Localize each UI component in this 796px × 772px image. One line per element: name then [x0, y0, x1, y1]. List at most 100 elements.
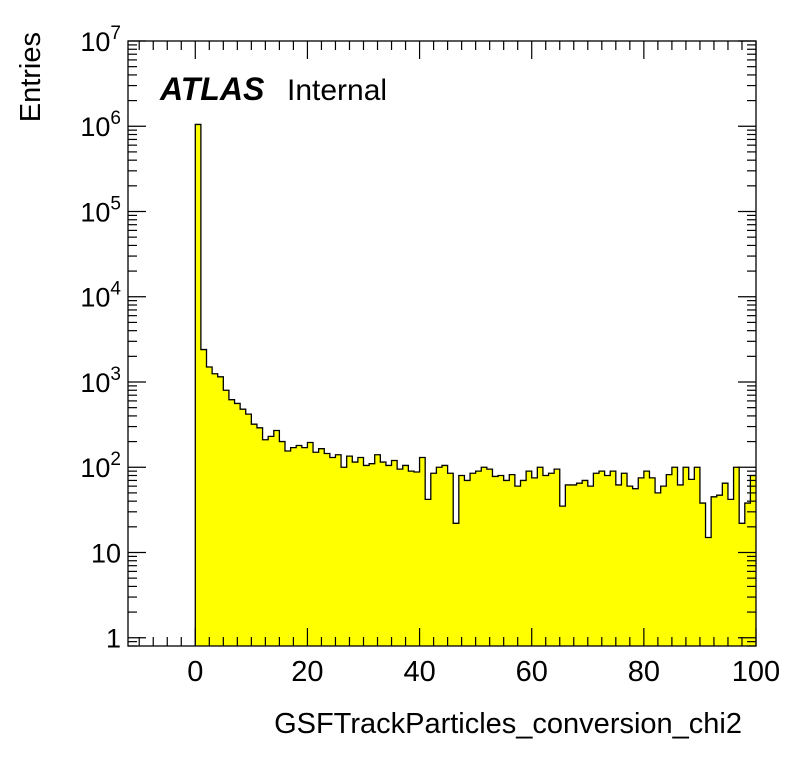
- histogram-bar: [554, 469, 561, 646]
- histogram-bar: [307, 442, 314, 646]
- atlas-label: ATLAS: [159, 71, 265, 107]
- histogram-bar: [621, 473, 628, 646]
- histogram-bar: [436, 467, 443, 646]
- histogram-bar: [514, 486, 521, 646]
- histogram-bar: [419, 457, 426, 646]
- histogram-bar: [537, 467, 544, 646]
- histogram-bar: [341, 467, 348, 646]
- histogram-bar: [559, 506, 566, 646]
- histogram-bar: [273, 430, 280, 646]
- histogram-bar: [733, 467, 740, 646]
- histogram-bar: [352, 462, 359, 646]
- histogram-bar: [677, 484, 684, 646]
- histogram-bar: [688, 479, 695, 646]
- y-tick-label: 107: [80, 23, 121, 57]
- histogram-bar: [542, 475, 549, 646]
- histogram-bar: [425, 499, 432, 646]
- histogram-bar: [279, 441, 286, 646]
- histogram-bar: [615, 484, 622, 646]
- histogram-bar: [329, 457, 336, 646]
- plot-frame: [127, 40, 757, 647]
- x-tick-label: 20: [291, 656, 323, 688]
- histogram-bar: [744, 503, 751, 646]
- histogram-bar: [290, 447, 297, 646]
- histogram-bar: [385, 465, 392, 646]
- histogram-bar: [262, 439, 269, 646]
- histogram-bar: [593, 473, 600, 646]
- histogram-bar: [200, 349, 207, 646]
- histogram-bar: [655, 492, 662, 646]
- histogram-bar: [509, 474, 516, 646]
- histogram-bar: [599, 471, 605, 646]
- histogram-bar: [570, 484, 577, 646]
- axis-ticks: [128, 40, 757, 647]
- histogram-bar: [447, 473, 454, 646]
- status-label: Internal: [287, 74, 387, 107]
- histogram-outline: [194, 123, 756, 646]
- histogram-bar: [492, 476, 499, 646]
- histogram-bar: [217, 376, 224, 646]
- histogram-bar: [391, 460, 398, 646]
- histogram-bar: [705, 537, 712, 646]
- histogram-bar: [357, 457, 364, 646]
- histogram-bar: [632, 488, 639, 646]
- histogram-bar: [346, 456, 353, 646]
- histogram-bar: [296, 445, 303, 646]
- histogram-bar: [582, 480, 589, 646]
- histogram-bar: [576, 483, 583, 646]
- histogram-bar: [240, 409, 247, 646]
- x-tick-label: 0: [187, 656, 203, 688]
- histogram-bar: [223, 390, 230, 646]
- histogram-bar: [699, 503, 706, 646]
- histogram-bar: [531, 477, 538, 646]
- histogram-bar: [464, 480, 471, 646]
- histogram-bar: [369, 463, 376, 646]
- histogram-bar: [727, 499, 734, 646]
- histogram-bar: [649, 477, 656, 646]
- histogram-bars: [194, 123, 757, 646]
- histogram-bar: [374, 454, 381, 646]
- histogram-bar: [256, 427, 263, 646]
- histogram-bar: [526, 471, 533, 646]
- histogram-bar: [470, 473, 476, 646]
- x-tick-label: 40: [403, 656, 435, 688]
- histogram-bar: [716, 495, 723, 646]
- histogram-bar: [520, 480, 527, 646]
- y-tick-label: 106: [80, 108, 121, 142]
- histogram-bar: [335, 454, 342, 646]
- histogram-bar: [604, 475, 611, 646]
- histogram-bar: [234, 403, 241, 646]
- plot-border: [127, 40, 757, 647]
- y-tick-label: 102: [80, 449, 121, 483]
- histogram-bar: [324, 453, 331, 646]
- histogram-bar: [739, 523, 746, 646]
- histogram-bar: [313, 452, 319, 646]
- histogram-bar: [671, 467, 678, 646]
- histogram-bar: [548, 473, 555, 646]
- histogram-bar: [481, 467, 488, 646]
- histogram-bar: [206, 366, 213, 646]
- histogram-bar: [268, 436, 275, 646]
- histogram-bar: [301, 447, 308, 646]
- histogram-bar: [486, 469, 493, 646]
- y-tick-label: 1: [106, 624, 121, 654]
- histogram-bar: [565, 484, 572, 646]
- histogram-bar: [627, 486, 633, 646]
- histogram-bar: [643, 471, 650, 646]
- x-tick-label: 60: [516, 656, 548, 688]
- histogram-bar: [442, 465, 448, 646]
- histogram-bar: [245, 414, 252, 646]
- histogram-bar: [610, 471, 617, 646]
- histogram-bar: [251, 424, 258, 646]
- y-tick-label: 10: [91, 538, 121, 568]
- x-tick-label: 80: [628, 656, 660, 688]
- histogram-bar: [638, 477, 645, 646]
- y-tick-label: 105: [80, 193, 121, 227]
- histogram-bar: [380, 462, 387, 646]
- histogram-bar: [363, 465, 370, 646]
- y-tick-label: 103: [80, 364, 121, 398]
- histogram-bar: [285, 451, 291, 646]
- histogram-bar: [453, 523, 460, 646]
- x-tick-label: 100: [732, 656, 780, 688]
